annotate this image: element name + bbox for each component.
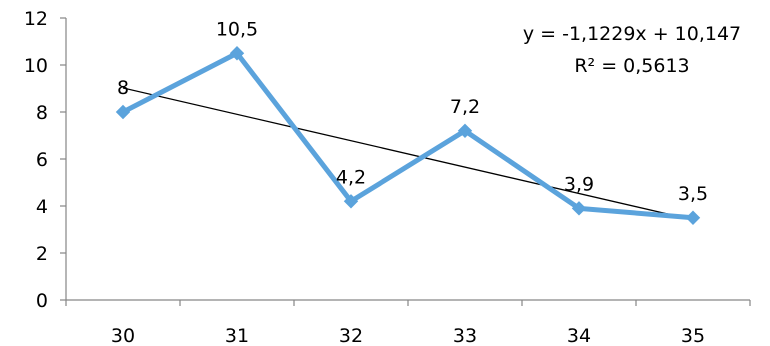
y-axis-ticks: 0 2 4 6 8 10 12 (24, 8, 66, 312)
trendline-line (122, 87, 694, 221)
data-label: 4,2 (336, 166, 366, 188)
data-point-marker (115, 104, 131, 120)
data-point-marker (571, 201, 587, 216)
data-point-marker (457, 123, 473, 139)
trendline-r-squared: R² = 0,5613 (574, 55, 689, 77)
data-label: 7,2 (450, 96, 480, 118)
y-tick-label: 2 (36, 243, 48, 265)
y-tick-label: 6 (36, 149, 48, 171)
y-tick-label: 0 (36, 290, 48, 312)
y-tick-label: 4 (36, 196, 48, 218)
y-tick-label: 12 (24, 8, 48, 30)
series-markers (115, 46, 701, 225)
data-label: 10,5 (216, 18, 258, 40)
x-tick-label: 35 (681, 325, 705, 346)
data-point-marker (685, 210, 701, 225)
x-tick-label: 34 (567, 325, 591, 346)
series-polyline (121, 50, 694, 221)
data-point-marker (229, 46, 245, 61)
x-tick-label: 32 (339, 325, 363, 346)
data-point-marker (343, 194, 359, 209)
data-labels: 8 10,5 4,2 7,2 3,9 3,5 (117, 18, 708, 205)
y-tick-label: 8 (36, 102, 48, 124)
trendline-equation: y = -1,1229x + 10,147 (523, 23, 741, 45)
x-tick-label: 33 (453, 325, 477, 346)
data-label: 3,9 (564, 173, 594, 195)
data-label: 3,5 (678, 183, 708, 205)
series-line (121, 50, 694, 221)
y-tick-label: 10 (24, 55, 48, 77)
x-tick-label: 31 (225, 325, 249, 346)
data-label: 8 (117, 77, 129, 99)
x-axis-ticks: 30 31 32 33 34 35 (65, 300, 751, 346)
x-tick-label: 30 (111, 325, 135, 346)
trendline (122, 87, 694, 221)
